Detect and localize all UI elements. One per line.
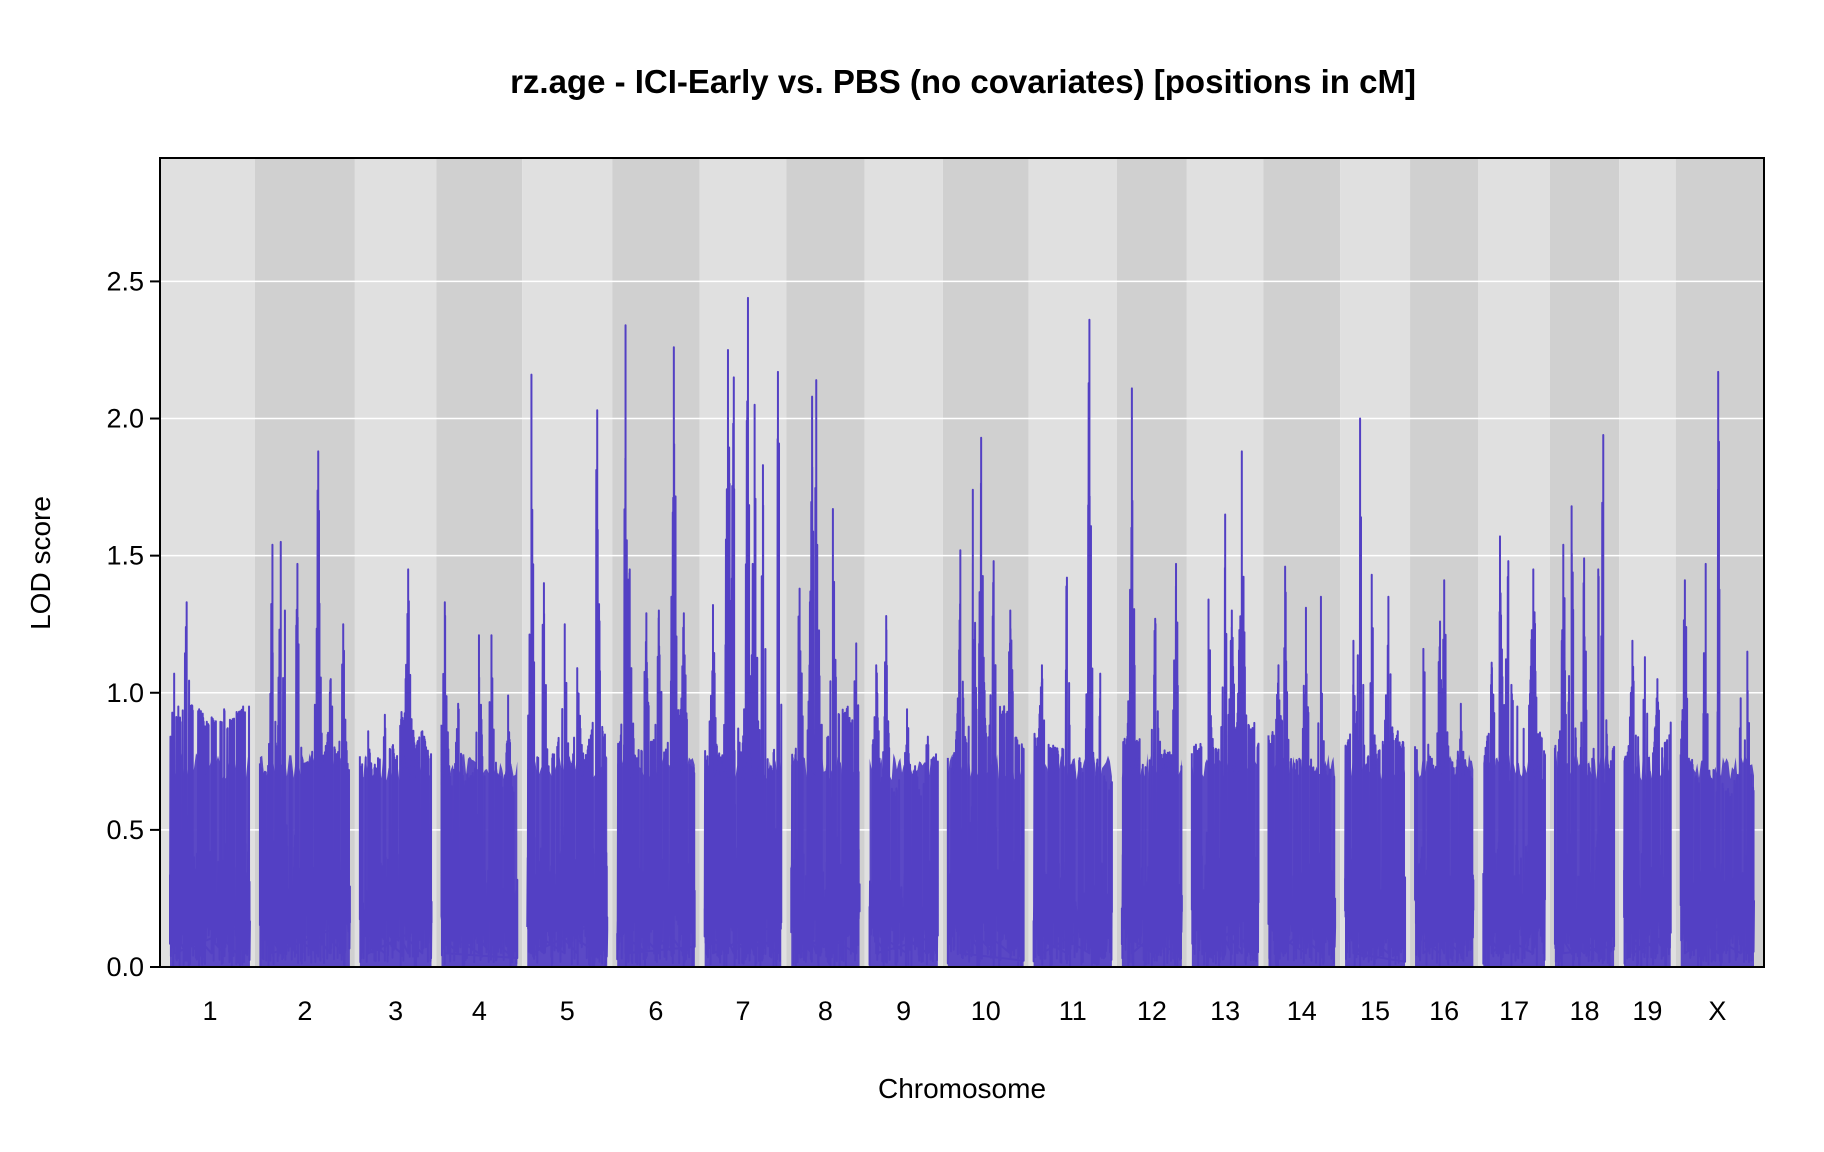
chromosome-label: 4 bbox=[472, 996, 487, 1026]
y-tick-label: 0.0 bbox=[106, 952, 144, 982]
lod-area-chr-18 bbox=[1554, 753, 1615, 967]
y-tick-label: 0.5 bbox=[106, 815, 144, 845]
lod-area-chr-13 bbox=[1191, 755, 1259, 967]
chromosome-label: 18 bbox=[1570, 996, 1600, 1026]
chromosome-labels: 1 2 3 4 5 6 7 8 9 10 11 12 13 14 15 16 17 18 19 X bbox=[202, 996, 1726, 1026]
y-axis-label: LOD score bbox=[25, 496, 56, 630]
y-tick-label: 1.0 bbox=[106, 678, 144, 708]
lod-area-chr-8 bbox=[791, 753, 860, 967]
lod-area-chr-9 bbox=[869, 753, 938, 967]
chromosome-label: 8 bbox=[818, 996, 833, 1026]
lod-area-chr-X bbox=[1680, 754, 1754, 967]
chromosome-label: 15 bbox=[1360, 996, 1390, 1026]
lod-series bbox=[169, 296, 1755, 968]
lod-area-chr-5 bbox=[527, 753, 608, 967]
lod-area-chr-2 bbox=[259, 753, 350, 967]
lod-area-chr-19 bbox=[1624, 753, 1671, 967]
lod-area-chr-1 bbox=[170, 753, 250, 967]
lod-area-chr-14 bbox=[1268, 753, 1336, 967]
chart-title: rz.age - ICI-Early vs. PBS (no covariate… bbox=[510, 63, 1416, 100]
lod-area-chr-12 bbox=[1121, 753, 1182, 967]
lod-area-chr-15 bbox=[1345, 754, 1406, 967]
y-tick-label: 2.5 bbox=[106, 266, 144, 296]
lod-area-chr-3 bbox=[359, 753, 432, 967]
lod-area-chr-6 bbox=[617, 755, 695, 967]
lod-area-chr-16 bbox=[1415, 753, 1474, 967]
chromosome-label: X bbox=[1708, 996, 1726, 1026]
y-axis-ticks: 0.0 0.5 1.0 1.5 2.0 2.5 bbox=[106, 266, 160, 982]
chromosome-label: 13 bbox=[1210, 996, 1240, 1026]
chromosome-label: 5 bbox=[560, 996, 575, 1026]
lod-area-chr-4 bbox=[441, 754, 518, 967]
chromosome-label: 16 bbox=[1429, 996, 1459, 1026]
chromosome-label: 1 bbox=[202, 996, 217, 1026]
lod-area-chr-17 bbox=[1483, 753, 1545, 967]
lod-area-chr-7 bbox=[704, 753, 782, 967]
chromosome-label: 7 bbox=[735, 996, 750, 1026]
chromosome-label: 17 bbox=[1499, 996, 1529, 1026]
lod-area-chr-10 bbox=[947, 753, 1024, 967]
lod-area-chr-11 bbox=[1033, 753, 1112, 967]
chromosome-label: 2 bbox=[297, 996, 312, 1026]
y-tick-label: 2.0 bbox=[106, 404, 144, 434]
chromosome-label: 10 bbox=[971, 996, 1001, 1026]
chromosome-label: 6 bbox=[648, 996, 663, 1026]
chromosome-label: 14 bbox=[1287, 996, 1317, 1026]
chromosome-label: 19 bbox=[1632, 996, 1662, 1026]
y-tick-label: 1.5 bbox=[106, 541, 144, 571]
chromosome-label: 12 bbox=[1137, 996, 1167, 1026]
x-axis-label: Chromosome bbox=[878, 1073, 1046, 1104]
chromosome-label: 11 bbox=[1059, 996, 1087, 1026]
chromosome-label: 3 bbox=[388, 996, 403, 1026]
chromosome-label: 9 bbox=[896, 996, 911, 1026]
plot-frame bbox=[159, 157, 1765, 968]
